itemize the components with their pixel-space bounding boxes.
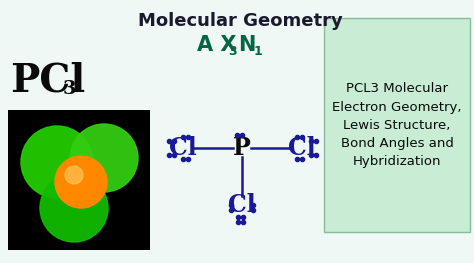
Text: Cl: Cl — [288, 136, 316, 160]
Circle shape — [55, 156, 107, 208]
Text: 1: 1 — [254, 45, 263, 58]
Text: Cl: Cl — [169, 136, 197, 160]
Text: PCL3 Molecular
Electron Geometry,
Lewis Structure,
Bond Angles and
Hybridization: PCL3 Molecular Electron Geometry, Lewis … — [332, 83, 462, 168]
Text: Cl: Cl — [228, 193, 256, 217]
Text: A X: A X — [197, 35, 237, 55]
Circle shape — [40, 174, 108, 242]
FancyBboxPatch shape — [324, 18, 470, 232]
Text: Molecular Geometry: Molecular Geometry — [137, 12, 342, 30]
Text: 3: 3 — [228, 45, 237, 58]
Text: PCl: PCl — [10, 62, 85, 100]
Circle shape — [65, 166, 83, 184]
Circle shape — [70, 124, 138, 192]
Text: N: N — [238, 35, 255, 55]
Text: P: P — [233, 136, 251, 160]
Text: 3: 3 — [63, 80, 77, 98]
Circle shape — [21, 126, 93, 198]
FancyBboxPatch shape — [8, 110, 150, 250]
